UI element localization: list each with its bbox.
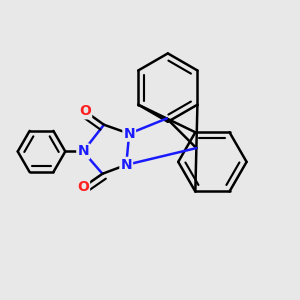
Text: O: O [77, 180, 89, 194]
Text: N: N [120, 158, 132, 172]
Text: O: O [79, 104, 91, 118]
Text: N: N [77, 145, 89, 158]
Text: N: N [123, 127, 135, 141]
